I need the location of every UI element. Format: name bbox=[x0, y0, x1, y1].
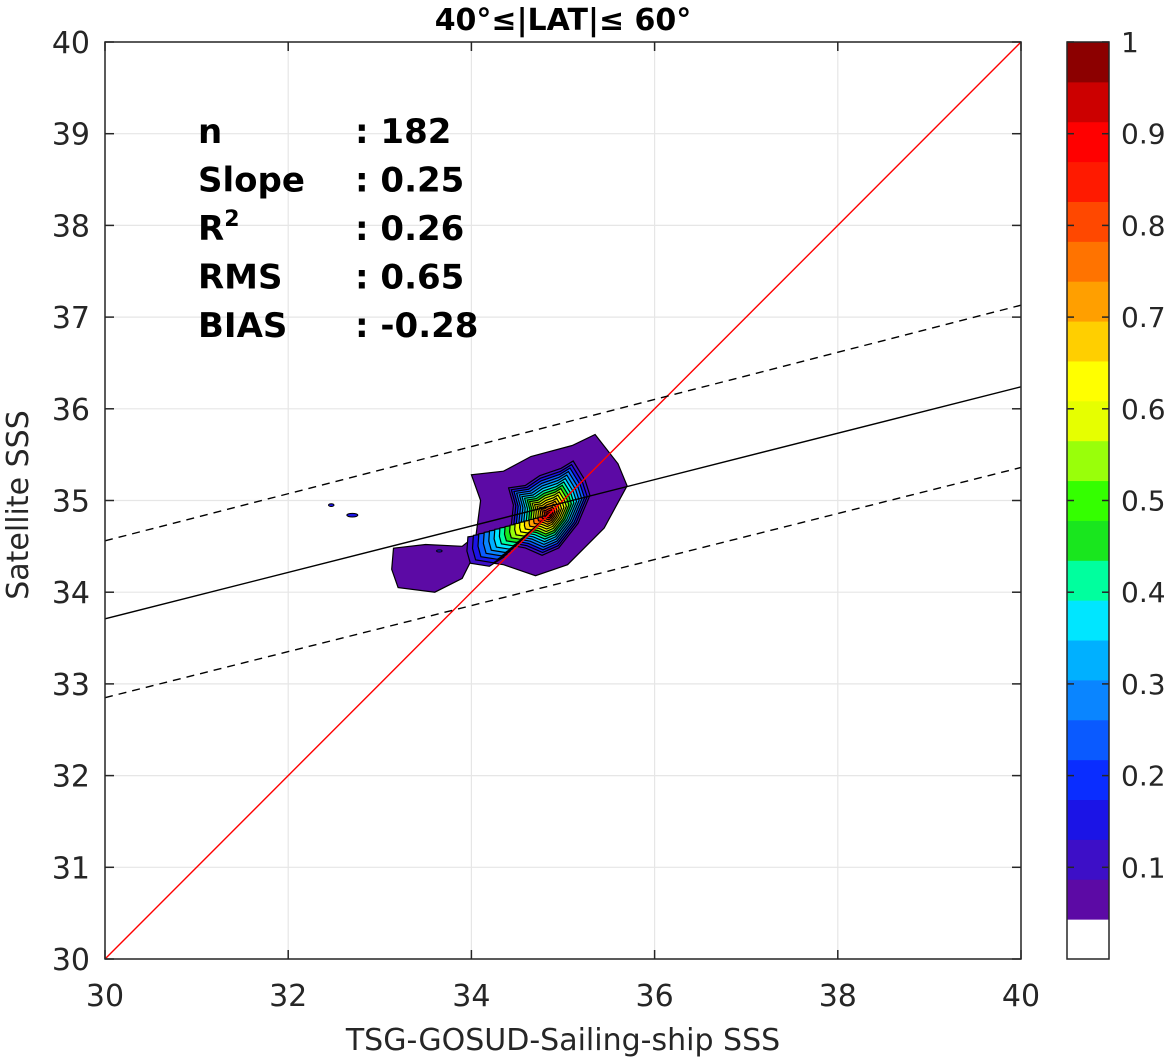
colorbar-band bbox=[1067, 281, 1109, 322]
colorbar-band bbox=[1067, 321, 1109, 362]
colorbar-band bbox=[1067, 600, 1109, 641]
colorbar-tick-label: 1 bbox=[1121, 26, 1139, 59]
grid-lines bbox=[104, 41, 1022, 960]
density-island bbox=[436, 549, 443, 553]
x-tick-label: 34 bbox=[452, 979, 490, 1014]
x-tick-label: 40 bbox=[1002, 979, 1040, 1014]
colorbar-band bbox=[1067, 161, 1109, 202]
y-tick-label: 30 bbox=[52, 943, 90, 978]
colorbar-band bbox=[1067, 400, 1109, 442]
colorbar-band bbox=[1067, 839, 1109, 880]
y-axis-label: Satellite SSS bbox=[1, 410, 36, 600]
y-tick-labels: 30 31 32 33 34 35 36 37 38 39 40 bbox=[52, 26, 90, 978]
stat-label-text: Slope bbox=[198, 161, 305, 201]
y-tick-label: 39 bbox=[52, 118, 90, 153]
chart-title: 40°≤|LAT|≤ 60° bbox=[435, 3, 692, 38]
stat-label-text: BIAS bbox=[198, 306, 287, 346]
colorbar-band bbox=[1067, 799, 1109, 840]
stat-value: : -0.28 bbox=[355, 306, 478, 346]
x-tick-labels: 30 32 34 36 38 40 bbox=[86, 979, 1040, 1014]
statistics-box: n : 182 Slope : 0.25 R2 : 0.26 RMS : 0.65 BIAS : … bbox=[198, 112, 478, 346]
colorbar-tick-label: 0.5 bbox=[1121, 485, 1166, 518]
colorbar-band bbox=[1067, 42, 1109, 83]
stat-value: : 0.25 bbox=[355, 161, 464, 201]
stat-label: R2 bbox=[198, 207, 240, 249]
stat-label: BIAS bbox=[198, 306, 287, 346]
colorbar-band bbox=[1067, 360, 1109, 402]
colorbar-band bbox=[1067, 560, 1109, 601]
colorbar-band bbox=[1067, 81, 1109, 123]
y-tick-label: 33 bbox=[52, 668, 90, 703]
y-tick-label: 40 bbox=[52, 26, 90, 61]
colorbar-band bbox=[1067, 879, 1109, 920]
line-fit-lower bbox=[104, 466, 1022, 699]
colorbar-tick-label: 0.4 bbox=[1121, 576, 1166, 609]
density-island bbox=[328, 503, 335, 507]
colorbar-tick-label: 0.9 bbox=[1121, 118, 1166, 151]
colorbar-band bbox=[1067, 919, 1109, 960]
colorbar-band bbox=[1067, 759, 1109, 801]
stat-label-superscript: 2 bbox=[224, 207, 239, 232]
colorbar-band bbox=[1067, 520, 1109, 561]
stat-value: : 0.65 bbox=[355, 258, 464, 298]
density-island bbox=[346, 512, 359, 518]
stat-label-text: R bbox=[198, 209, 224, 249]
colorbar-band bbox=[1067, 201, 1109, 242]
colorbar-tick-label: 0.8 bbox=[1121, 209, 1166, 242]
axis-ticks bbox=[104, 41, 1022, 960]
y-tick-label: 34 bbox=[52, 576, 90, 611]
line-fit bbox=[104, 386, 1022, 620]
line-one-to-one bbox=[104, 41, 1022, 960]
y-tick-label: 38 bbox=[52, 209, 90, 244]
colorbar-band bbox=[1067, 121, 1109, 163]
regression-lines bbox=[104, 41, 1022, 960]
colorbar-tick-label: 0.2 bbox=[1121, 760, 1166, 793]
x-axis-label: TSG-GOSUD-Sailing-ship SSS bbox=[345, 1023, 780, 1058]
colorbar: 0.1 0.2 0.3 0.4 0.5 0.6 0.7 0.8 0.9 1 bbox=[1066, 26, 1166, 960]
y-tick-label: 36 bbox=[52, 393, 90, 428]
y-tick-label: 35 bbox=[52, 485, 90, 520]
stat-label-text: RMS bbox=[198, 258, 283, 298]
colorbar-tick-label: 0.3 bbox=[1121, 668, 1166, 701]
stat-label: Slope bbox=[198, 161, 305, 201]
stat-value: : 0.26 bbox=[355, 209, 464, 249]
stat-label-text: n bbox=[198, 112, 222, 152]
x-tick-label: 38 bbox=[819, 979, 857, 1014]
density-contours bbox=[328, 433, 628, 593]
colorbar-band bbox=[1067, 640, 1109, 681]
y-tick-label: 37 bbox=[52, 301, 90, 336]
line-fit-upper bbox=[104, 304, 1022, 542]
x-tick-label: 30 bbox=[86, 979, 124, 1014]
x-tick-label: 36 bbox=[636, 979, 674, 1014]
y-tick-label: 32 bbox=[52, 760, 90, 795]
stat-label: RMS bbox=[198, 258, 283, 298]
colorbar-band bbox=[1067, 719, 1109, 761]
colorbar-band bbox=[1067, 241, 1109, 282]
stat-value: : 182 bbox=[355, 112, 451, 152]
stat-label: n bbox=[198, 112, 222, 152]
colorbar-tick-label: 0.1 bbox=[1121, 851, 1166, 884]
colorbar-tick-label: 0.7 bbox=[1121, 301, 1166, 334]
colorbar-tick-label: 0.6 bbox=[1121, 393, 1166, 426]
colorbar-band bbox=[1067, 440, 1109, 482]
x-tick-label: 32 bbox=[269, 979, 307, 1014]
colorbar-band bbox=[1067, 679, 1109, 721]
y-tick-label: 31 bbox=[52, 851, 90, 886]
